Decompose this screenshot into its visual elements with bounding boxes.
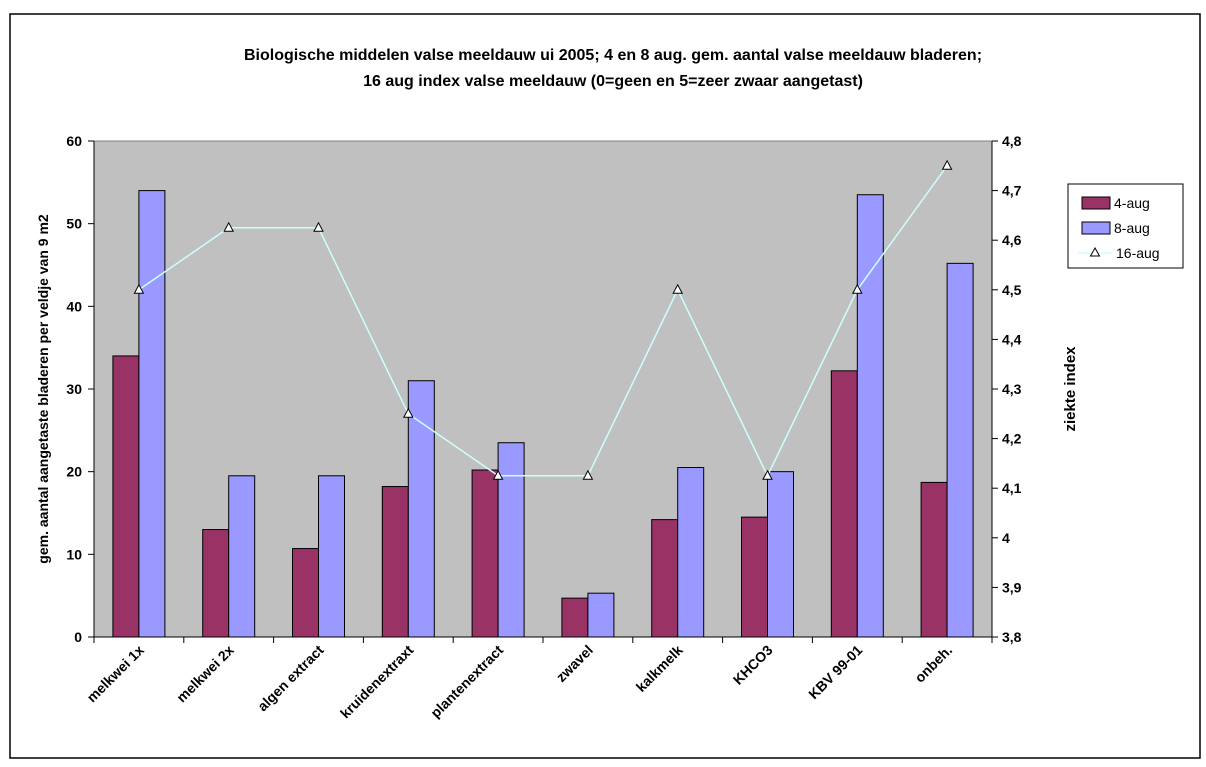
bar-4-aug-2 xyxy=(292,548,319,638)
bar-4-aug-5 xyxy=(561,597,589,638)
y-axis-label: gem. aantal aangetaste bladeren per veld… xyxy=(35,214,51,564)
bar-4-aug-1 xyxy=(202,529,230,638)
marker-16-aug-7 xyxy=(762,469,773,480)
y2-tick-label-8: 4,6 xyxy=(1002,232,1022,248)
line-16-aug xyxy=(138,165,948,478)
y2-tick-label-1: 3,9 xyxy=(1002,579,1022,595)
y2-axis-ticks: 3,8 3,9 4 4,1 4,2 4,3 4,4 4,5 4,6 4,7 4,8 xyxy=(992,133,1022,645)
y2-tick-label-0: 3,8 xyxy=(1002,629,1022,645)
y-tick-label-4: 40 xyxy=(66,298,82,314)
bar-8-aug-1 xyxy=(228,475,256,638)
bar-4-aug-8 xyxy=(830,370,858,638)
bar-8-aug-4 xyxy=(497,442,525,638)
bar-8-aug-2 xyxy=(318,475,345,638)
bar-8-aug-3 xyxy=(407,380,435,638)
y-axis-ticks: 0 10 20 30 40 50 60 xyxy=(66,133,94,645)
bar-4-aug-0 xyxy=(112,355,140,638)
y-tick-label-1: 10 xyxy=(66,546,82,562)
marker-16-aug-0 xyxy=(133,283,145,294)
bar-8-aug-9 xyxy=(946,262,974,638)
y-tick-label-3: 30 xyxy=(66,381,82,397)
bar-4-aug-9 xyxy=(920,481,948,638)
bar-8-aug-7 xyxy=(767,471,794,638)
bar-8-aug-0 xyxy=(138,190,166,638)
marker-16-aug-8 xyxy=(851,283,863,294)
chart-title-line-2: 16 aug index valse meeldauw (0=geen en 5… xyxy=(363,73,863,90)
marker-16-aug-4 xyxy=(492,469,504,480)
y2-tick-label-9: 4,7 xyxy=(1002,183,1022,199)
y-tick-label-6: 60 xyxy=(66,133,82,149)
bar-8-aug-5 xyxy=(587,592,615,638)
legend: 4-aug 8-aug 16-aug xyxy=(1067,183,1184,269)
bar-4-aug-6 xyxy=(651,519,679,638)
y2-tick-label-3: 4,1 xyxy=(1002,480,1022,496)
bar-4-aug-7 xyxy=(741,516,768,638)
y2-tick-label-2: 4 xyxy=(1002,530,1010,546)
y-tick-label-5: 50 xyxy=(66,216,82,232)
line-layer xyxy=(133,159,953,480)
y2-tick-label-6: 4,4 xyxy=(1002,331,1022,347)
y2-tick-label-10: 4,8 xyxy=(1002,133,1022,149)
marker-16-aug-3 xyxy=(402,407,414,418)
chart-title-line-1: Biologische middelen valse meeldauw ui 2… xyxy=(244,47,982,64)
legend-swatch-8-aug xyxy=(1081,221,1111,235)
bar-8-aug-6 xyxy=(677,467,705,638)
legend-label-4-aug: 4-aug xyxy=(1114,195,1150,211)
y2-axis-label: ziekte index xyxy=(1062,346,1079,432)
y-tick-label-0: 0 xyxy=(74,629,82,645)
y2-tick-label-7: 4,5 xyxy=(1002,282,1022,298)
marker-16-aug-1 xyxy=(223,221,235,232)
y2-tick-label-5: 4,3 xyxy=(1002,381,1022,397)
legend-label-8-aug: 8-aug xyxy=(1114,220,1150,236)
bar-4-aug-4 xyxy=(471,469,499,638)
bar-4-aug-3 xyxy=(381,486,409,638)
marker-16-aug-9 xyxy=(941,159,953,170)
marker-16-aug-6 xyxy=(672,283,684,294)
legend-label-16-aug: 16-aug xyxy=(1116,245,1160,261)
marker-16-aug-5 xyxy=(582,469,594,480)
y-tick-label-2: 20 xyxy=(66,464,82,480)
bar-layer xyxy=(112,190,974,638)
bar-8-aug-8 xyxy=(856,194,884,638)
y2-tick-label-4: 4,2 xyxy=(1002,431,1022,447)
marker-16-aug-2 xyxy=(313,221,324,232)
legend-swatch-4-aug xyxy=(1081,196,1111,210)
legend-marker-16-aug xyxy=(1089,246,1101,257)
